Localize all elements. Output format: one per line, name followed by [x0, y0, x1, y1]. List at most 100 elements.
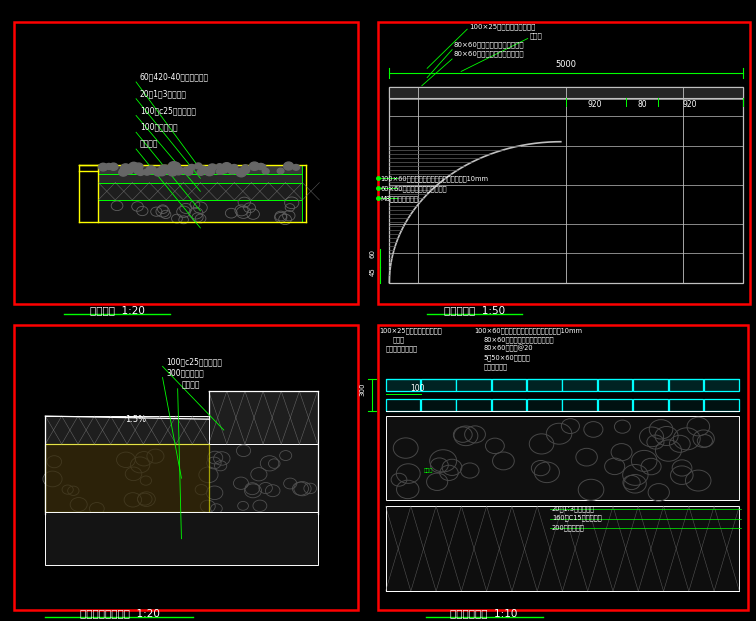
Circle shape [231, 165, 237, 170]
Text: 螺栓螺帽固定: 螺栓螺帽固定 [484, 364, 508, 371]
Circle shape [168, 167, 176, 175]
Circle shape [197, 170, 205, 175]
Circle shape [174, 167, 184, 175]
Bar [491, 399, 526, 411]
Circle shape [120, 166, 131, 175]
Bar [378, 325, 748, 610]
Circle shape [277, 168, 284, 174]
Circle shape [223, 163, 231, 170]
Circle shape [228, 167, 237, 174]
Circle shape [134, 167, 142, 174]
Circle shape [161, 165, 170, 173]
Bar [704, 379, 739, 391]
Circle shape [159, 166, 168, 175]
Text: 920: 920 [587, 101, 602, 109]
Circle shape [284, 162, 293, 170]
Bar [457, 399, 491, 411]
Text: 木平台剖面图  1:10: 木平台剖面图 1:10 [450, 609, 518, 619]
Circle shape [157, 168, 166, 176]
Circle shape [204, 167, 215, 176]
Circle shape [168, 168, 178, 176]
Bar [668, 379, 703, 391]
Circle shape [216, 169, 223, 175]
Bar [386, 506, 739, 591]
Bar [634, 399, 668, 411]
Bar [389, 87, 743, 98]
Bar [386, 399, 420, 411]
Circle shape [222, 163, 231, 171]
Text: 热处理: 热处理 [423, 468, 432, 473]
Circle shape [135, 163, 143, 170]
Bar [45, 512, 318, 565]
Circle shape [216, 164, 223, 169]
Bar [598, 399, 633, 411]
Bar [98, 165, 302, 174]
Circle shape [147, 166, 156, 174]
Text: 80×60厚弧长椽子径防腐木大龙骨: 80×60厚弧长椽子径防腐木大龙骨 [484, 337, 554, 343]
Text: 60×60厚弧长椽子径防腐木龙骨: 60×60厚弧长椽子径防腐木龙骨 [380, 185, 447, 192]
Bar [491, 379, 526, 391]
Text: 80×60厚置长椽子径防腐木龙骨: 80×60厚置长椽子径防腐木龙骨 [454, 51, 524, 58]
Text: 100厚c25混凝土垫层: 100厚c25混凝土垫层 [140, 106, 196, 115]
Text: 素土夯实: 素土夯实 [181, 380, 200, 389]
Text: 水泥路面做法详图  1:20: 水泥路面做法详图 1:20 [79, 609, 160, 619]
Circle shape [109, 163, 118, 170]
Circle shape [200, 166, 206, 171]
Text: 60厚420-40白色鹅石铺装: 60厚420-40白色鹅石铺装 [140, 73, 209, 81]
Bar [634, 379, 668, 391]
Text: 100厚c25混凝土垫层: 100厚c25混凝土垫层 [166, 358, 222, 366]
Bar [421, 399, 456, 411]
Text: 80: 80 [637, 101, 647, 109]
Text: 锚栓系木螺丝固定: 锚栓系木螺丝固定 [386, 345, 417, 352]
Bar [45, 444, 318, 512]
Circle shape [223, 166, 230, 171]
Circle shape [148, 166, 155, 172]
Text: 20厚1：3水泥砂层: 20厚1：3水泥砂层 [140, 89, 187, 98]
Bar [527, 399, 562, 411]
Circle shape [119, 168, 128, 175]
Circle shape [195, 163, 202, 169]
Bar [45, 416, 209, 444]
Circle shape [242, 165, 249, 170]
Text: 20厚1:3水泥混凝土: 20厚1:3水泥混凝土 [552, 505, 595, 512]
Bar [45, 444, 209, 512]
Text: 80×60大龙骨@20: 80×60大龙骨@20 [484, 345, 534, 352]
Bar [598, 379, 633, 391]
Text: 200厚碎渣垫层: 200厚碎渣垫层 [552, 524, 584, 531]
Circle shape [218, 169, 225, 174]
Bar [14, 22, 358, 304]
Circle shape [98, 163, 108, 171]
Text: 300厚碎渣垫层: 300厚碎渣垫层 [166, 369, 204, 378]
Circle shape [262, 168, 269, 174]
Circle shape [105, 163, 113, 170]
Circle shape [129, 162, 138, 170]
Bar [98, 183, 302, 200]
Text: 80×60厚置长椽子径防腐木龙骨: 80×60厚置长椽子径防腐木龙骨 [454, 42, 524, 48]
Circle shape [171, 162, 181, 170]
Circle shape [188, 165, 195, 170]
Circle shape [184, 168, 193, 175]
Circle shape [137, 170, 144, 175]
Text: 5厚50×60钢铁角钢: 5厚50×60钢铁角钢 [484, 355, 531, 361]
Text: 100厚碎渣垫层: 100厚碎渣垫层 [140, 123, 178, 132]
Circle shape [240, 166, 249, 174]
Bar [378, 22, 750, 304]
Bar [668, 399, 703, 411]
Circle shape [169, 161, 178, 170]
Text: 920: 920 [683, 101, 697, 109]
Bar [209, 391, 318, 444]
Text: 素土夯实: 素土夯实 [140, 140, 158, 148]
Text: 5000: 5000 [556, 60, 577, 69]
Circle shape [144, 169, 150, 175]
Circle shape [260, 165, 266, 170]
Text: 1.5%: 1.5% [125, 415, 146, 424]
Circle shape [119, 169, 128, 176]
Bar [457, 379, 491, 391]
Text: 100×25厚长灰色防腐木盖板: 100×25厚长灰色防腐木盖板 [380, 327, 442, 334]
Text: 卵石铺装  1:20: 卵石铺装 1:20 [90, 306, 144, 315]
Text: 100×25厚长灰色防腐木盖板: 100×25厚长灰色防腐木盖板 [469, 23, 535, 30]
Text: 45: 45 [370, 267, 376, 276]
Circle shape [236, 168, 246, 177]
Circle shape [121, 164, 130, 171]
Bar [386, 379, 420, 391]
